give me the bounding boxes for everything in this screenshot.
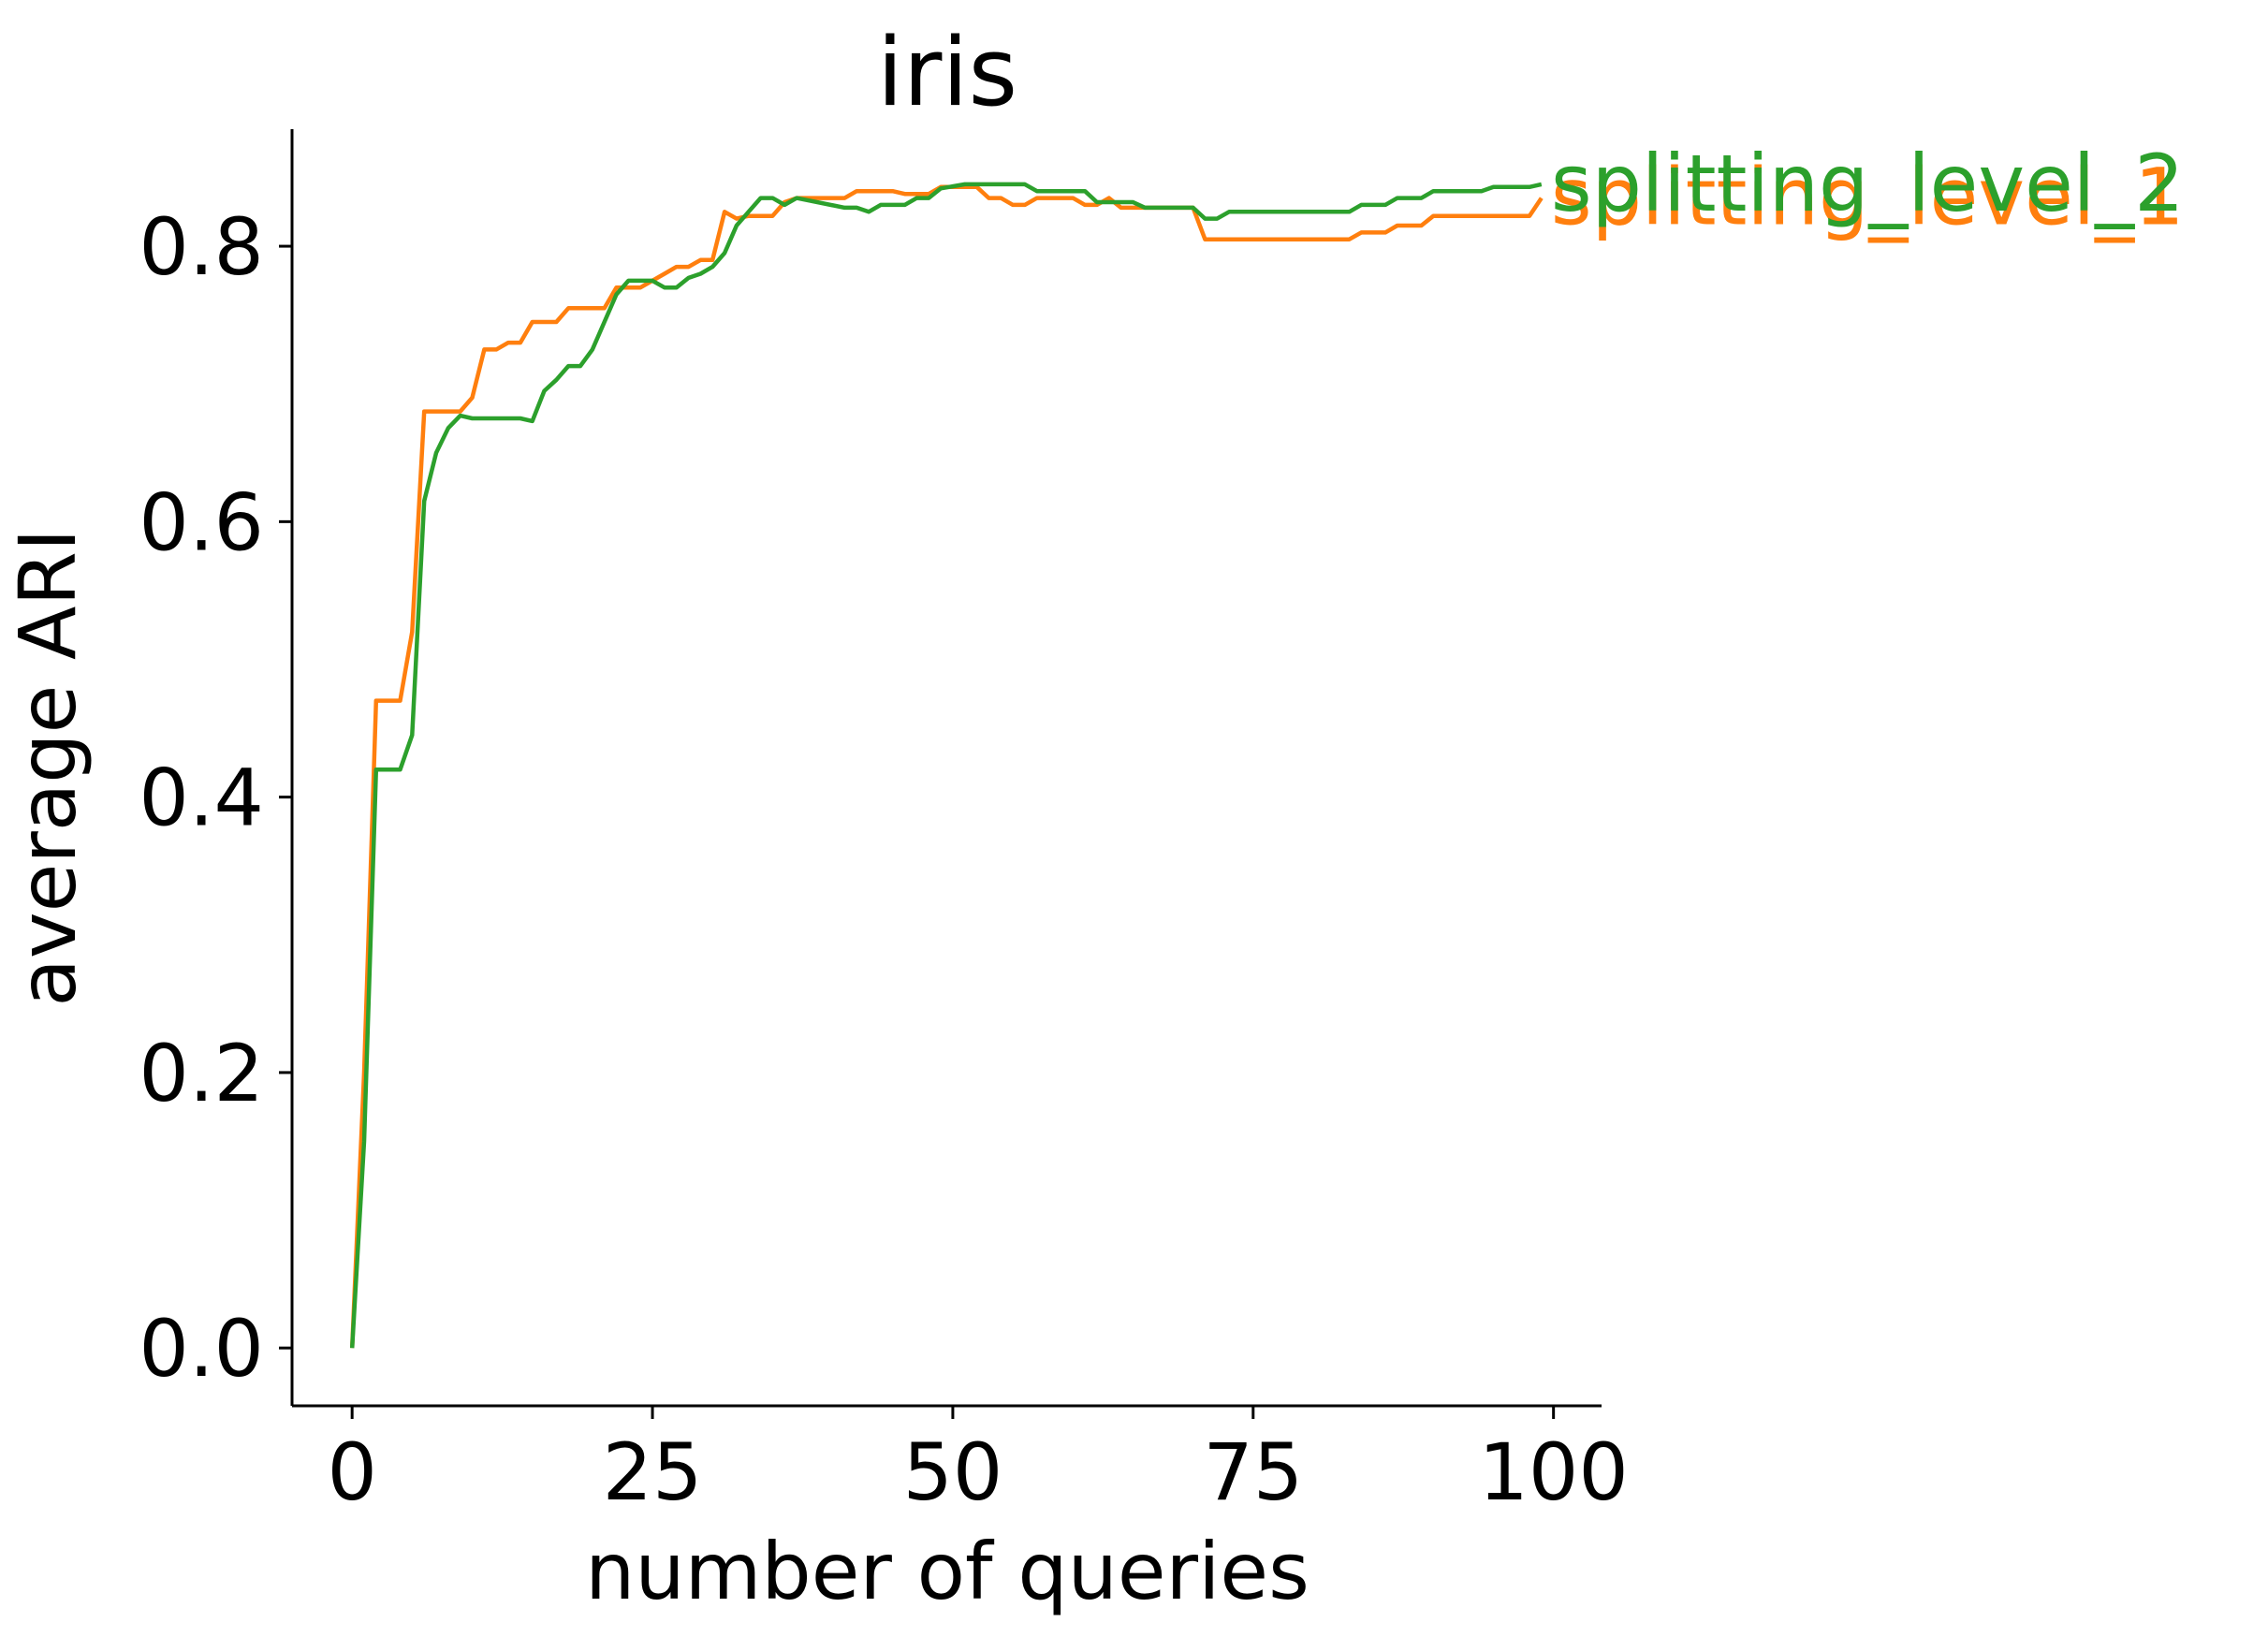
x-tick-label: 100 [1478, 1426, 1628, 1518]
y-tick-label: 0.0 [139, 1303, 264, 1395]
x-ticks: 0 25 50 75 100 [327, 1406, 1629, 1518]
y-tick-label: 0.8 [139, 201, 264, 293]
series-label-splitting-level-1: splitting_level_1 [1551, 152, 2185, 243]
x-tick-label: 50 [902, 1426, 1002, 1518]
y-axis-label: average ARI [2, 528, 94, 1006]
chart-title: iris [877, 17, 1017, 127]
y-ticks: 0.0 0.2 0.4 0.6 0.8 [139, 201, 292, 1395]
series-line-splitting-level-1 [349, 184, 1544, 1349]
x-tick-label: 0 [327, 1426, 376, 1518]
x-tick-label: 75 [1203, 1426, 1303, 1518]
series-label-splitting-level-2: splitting_level_2 [1551, 138, 2185, 229]
x-axis-label: number of queries [585, 1526, 1310, 1617]
y-tick-label: 0.4 [139, 753, 264, 844]
y-tick-label: 0.6 [139, 476, 264, 568]
y-tick-label: 0.2 [139, 1028, 264, 1119]
plot-lines [349, 182, 1544, 1349]
series-line-splitting-level-2 [349, 182, 1543, 1349]
x-tick-label: 25 [603, 1426, 703, 1518]
